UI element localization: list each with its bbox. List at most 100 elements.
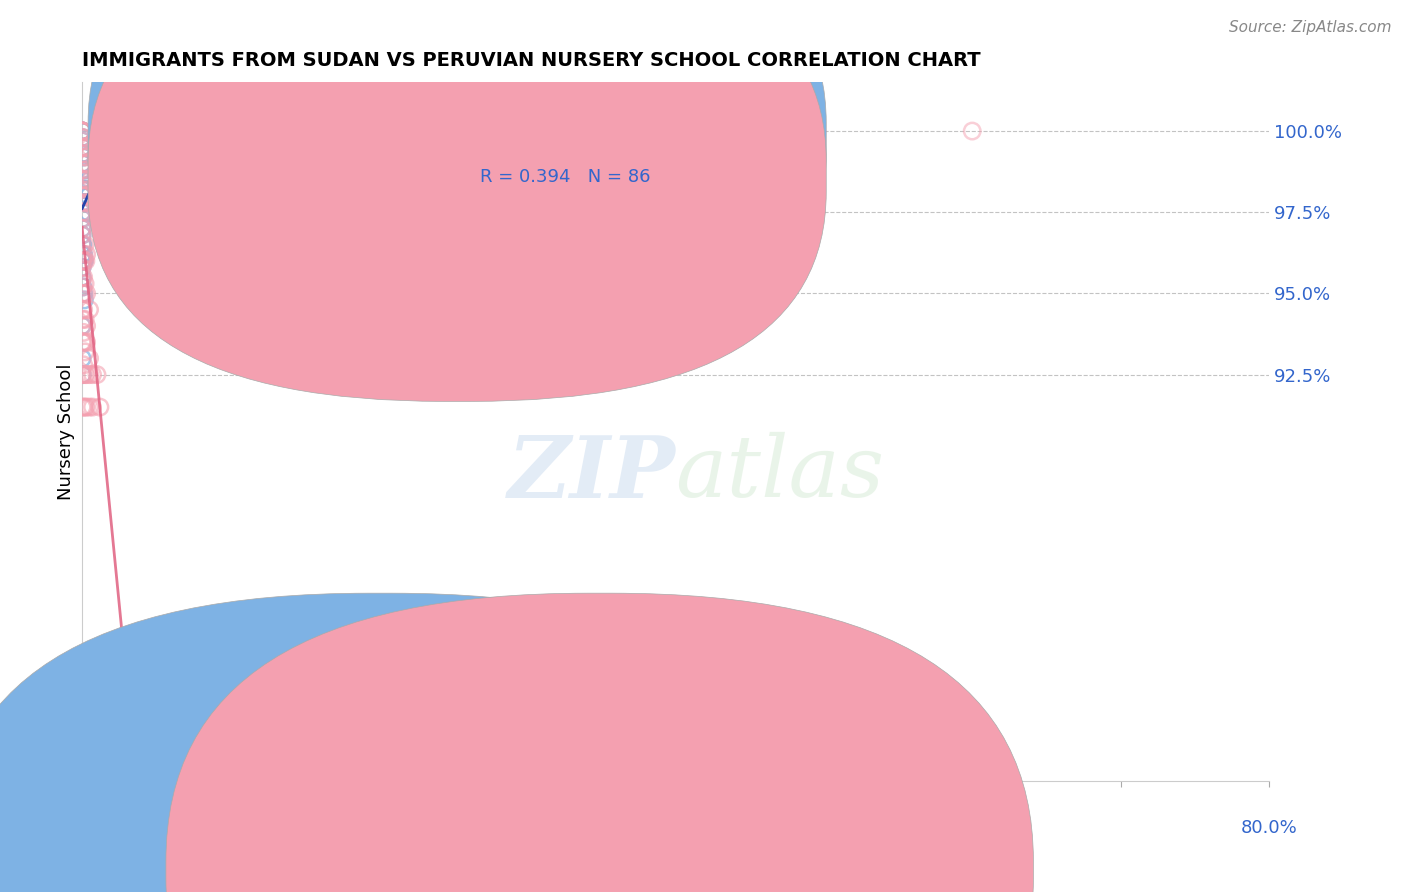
Point bbox=[72, 254, 94, 268]
Point bbox=[75, 195, 97, 210]
Text: Immigrants from Sudan: Immigrants from Sudan bbox=[401, 862, 598, 880]
Point bbox=[72, 146, 94, 161]
Point bbox=[70, 368, 93, 382]
Point bbox=[72, 140, 94, 154]
Point bbox=[79, 173, 101, 187]
FancyBboxPatch shape bbox=[89, 0, 827, 401]
Point bbox=[72, 237, 94, 252]
Point bbox=[72, 312, 94, 326]
Point bbox=[70, 134, 93, 148]
Point bbox=[76, 368, 98, 382]
Point bbox=[70, 260, 93, 275]
Point bbox=[76, 318, 98, 333]
Text: IMMIGRANTS FROM SUDAN VS PERUVIAN NURSERY SCHOOL CORRELATION CHART: IMMIGRANTS FROM SUDAN VS PERUVIAN NURSER… bbox=[82, 51, 981, 70]
Point bbox=[70, 237, 93, 252]
Point bbox=[70, 195, 93, 210]
Point bbox=[72, 286, 94, 301]
Point bbox=[79, 351, 101, 366]
Point bbox=[76, 400, 98, 414]
Point bbox=[73, 156, 96, 170]
Point bbox=[70, 205, 93, 219]
Point bbox=[73, 254, 96, 268]
Point bbox=[70, 163, 93, 178]
Point bbox=[82, 368, 104, 382]
Point bbox=[73, 293, 96, 307]
Point bbox=[70, 124, 93, 138]
Point bbox=[75, 163, 97, 178]
Y-axis label: Nursery School: Nursery School bbox=[58, 363, 75, 500]
Point bbox=[75, 156, 97, 170]
Point bbox=[75, 400, 97, 414]
Text: Source: ZipAtlas.com: Source: ZipAtlas.com bbox=[1229, 20, 1392, 35]
Point bbox=[75, 237, 97, 252]
Point bbox=[70, 124, 93, 138]
Point bbox=[72, 280, 94, 294]
Point bbox=[76, 195, 98, 210]
Point bbox=[70, 130, 93, 145]
Point bbox=[70, 227, 93, 242]
Point bbox=[70, 189, 93, 203]
Point bbox=[79, 140, 101, 154]
Point bbox=[70, 254, 93, 268]
Point bbox=[75, 150, 97, 164]
Point bbox=[70, 173, 93, 187]
Point bbox=[70, 221, 93, 235]
Point bbox=[75, 189, 97, 203]
Point bbox=[75, 254, 97, 268]
Point bbox=[77, 195, 100, 210]
Text: Peruvians: Peruvians bbox=[619, 862, 700, 880]
Point bbox=[72, 280, 94, 294]
Point bbox=[72, 368, 94, 382]
Point bbox=[70, 237, 93, 252]
Point bbox=[79, 368, 101, 382]
Point bbox=[70, 254, 93, 268]
Point bbox=[73, 150, 96, 164]
Point bbox=[70, 182, 93, 196]
Point bbox=[76, 195, 98, 210]
Point bbox=[70, 221, 93, 235]
Point bbox=[73, 254, 96, 268]
Point bbox=[70, 124, 93, 138]
Point bbox=[70, 368, 93, 382]
Point bbox=[75, 344, 97, 359]
Point bbox=[77, 182, 100, 196]
Point bbox=[70, 189, 93, 203]
Point bbox=[70, 156, 93, 170]
Point bbox=[72, 130, 94, 145]
Point bbox=[72, 150, 94, 164]
Point bbox=[72, 400, 94, 414]
Point bbox=[77, 205, 100, 219]
Point bbox=[70, 211, 93, 226]
Point bbox=[75, 312, 97, 326]
Point bbox=[72, 326, 94, 340]
Point bbox=[75, 205, 97, 219]
Point bbox=[75, 156, 97, 170]
Point bbox=[70, 335, 93, 350]
Point bbox=[70, 140, 93, 154]
Point bbox=[72, 270, 94, 285]
Point bbox=[70, 260, 93, 275]
Text: R = 0.337   N = 56: R = 0.337 N = 56 bbox=[479, 130, 651, 148]
Point bbox=[75, 277, 97, 291]
Point bbox=[70, 286, 93, 301]
Point bbox=[82, 400, 104, 414]
Point bbox=[72, 254, 94, 268]
Point bbox=[70, 205, 93, 219]
Point bbox=[70, 124, 93, 138]
FancyBboxPatch shape bbox=[89, 0, 827, 364]
Point bbox=[76, 173, 98, 187]
Point bbox=[72, 189, 94, 203]
Point bbox=[77, 189, 100, 203]
Point bbox=[72, 173, 94, 187]
Point bbox=[72, 182, 94, 196]
Point bbox=[73, 173, 96, 187]
Text: 0.0%: 0.0% bbox=[59, 820, 105, 838]
Point bbox=[73, 163, 96, 178]
Point bbox=[70, 130, 93, 145]
Point bbox=[73, 286, 96, 301]
Point bbox=[70, 146, 93, 161]
Point bbox=[70, 318, 93, 333]
Point bbox=[70, 124, 93, 138]
Point bbox=[70, 182, 93, 196]
Point bbox=[76, 335, 98, 350]
